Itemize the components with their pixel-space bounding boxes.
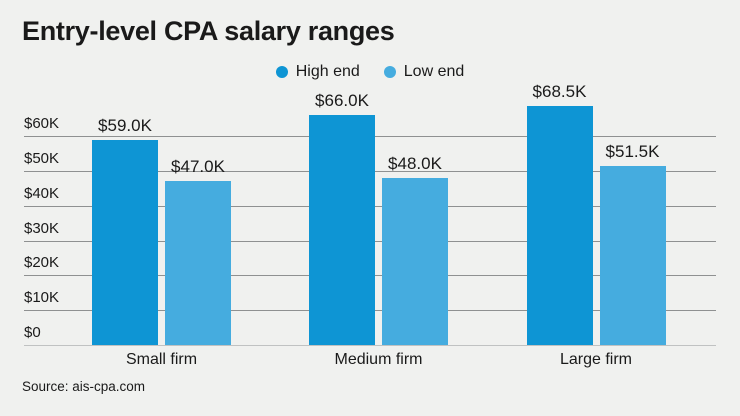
ytick-label: $40K xyxy=(24,184,60,202)
legend-dot-low-end-icon xyxy=(383,66,396,78)
legend-item-high-end: High end xyxy=(275,63,360,81)
bar-high-end xyxy=(309,115,375,345)
bar-low-end xyxy=(599,165,666,345)
legend-label-low-end: Low end xyxy=(403,63,465,80)
bar-value-label: $59.0K xyxy=(98,115,152,135)
bar-low-end xyxy=(382,177,448,345)
bar-value-label: $68.5K xyxy=(532,82,587,102)
ytick-label: $10K xyxy=(24,289,60,307)
bar-value-label: $51.5K xyxy=(605,141,660,161)
legend-label-high-end: High end xyxy=(295,63,360,80)
ytick-label: $30K xyxy=(24,219,60,237)
legend-dot-high-end-icon xyxy=(275,66,288,78)
ytick-label: $50K xyxy=(24,149,60,167)
legend-item-low-end: Low end xyxy=(383,63,465,81)
bar-value-label: $66.0K xyxy=(315,91,369,111)
bar-value-label: $48.0K xyxy=(388,153,442,173)
source-attribution: Source: ais-cpa.com xyxy=(22,379,146,394)
bar-high-end xyxy=(526,106,593,345)
chart-legend: High end Low end xyxy=(0,63,740,81)
bar-high-end xyxy=(92,139,158,345)
category-label: Medium firm xyxy=(334,351,423,368)
category-label: Small firm xyxy=(125,351,198,368)
ytick-label: $20K xyxy=(24,254,60,272)
ytick-label: $60K xyxy=(24,115,60,133)
gridline-$0 xyxy=(24,345,716,346)
bar-value-label: $47.0K xyxy=(171,157,225,177)
bar-low-end xyxy=(165,181,231,345)
ytick-label: $0 xyxy=(24,324,41,341)
chart-title: Entry-level CPA salary ranges xyxy=(22,16,395,46)
category-label: Large firm xyxy=(559,351,633,368)
